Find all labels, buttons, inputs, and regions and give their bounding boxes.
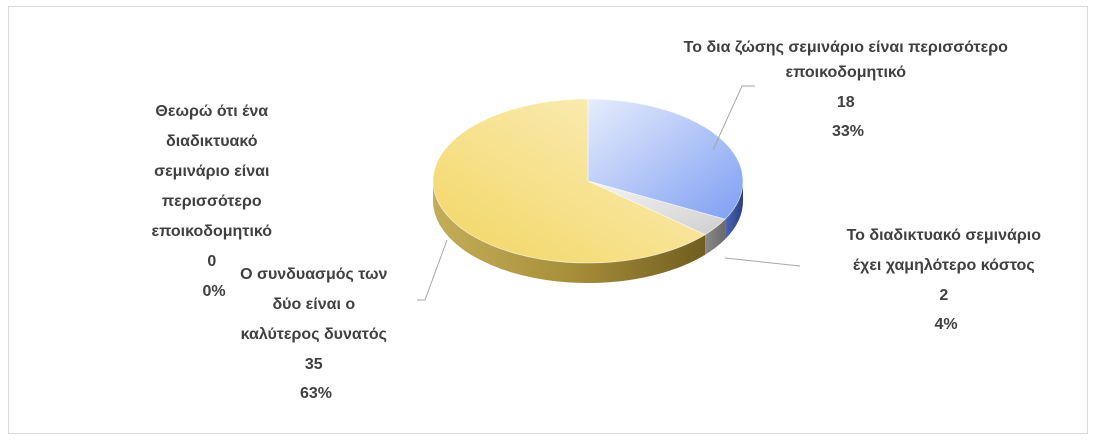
slice-1-value: 2 [939,287,948,304]
pie-slice-side-1 [705,219,726,255]
pie-slice-0 [587,98,744,220]
slice-3-value: 0 [207,253,216,270]
leader-line-slice-0 [712,85,755,151]
slice-2-label-line-1: Ο συνδυασμός των [240,266,387,283]
slice-0-label-line-2: εποικοδομητικό [785,64,906,81]
slice-2-label-line-2: δύο είναι ο [272,296,355,313]
slice-3-label: Θεωρώ ότι ένα διαδικτυακό σεμινάριο είνα… [151,103,276,300]
slice-2-label-line-3: καλύτερος δυνατός [241,326,387,343]
slice-1-label-line-2: έχει χαμηλότερο κόστος [853,257,1035,274]
pie-slice-2 [432,98,706,264]
slice-0-percent: 33% [832,123,864,140]
slice-2-label: Ο συνδυασμός των δύο είναι ο καλύτερος δ… [240,266,392,402]
slice-2-percent: 63% [300,385,332,402]
slice-2-value: 35 [305,356,323,373]
slice-3-label-line-2: διαδικτυακό [166,133,258,150]
pie-slice-side-2 [433,181,706,283]
slice-3-label-line-3: σεμινάριο είναι [154,163,269,180]
slice-0-label: Το δια ζώσης σεμινάριο είναι περισσότερο… [684,39,1013,140]
slice-3-percent: 0% [202,283,225,300]
slice-1-label: Το διαδικτυακό σεμινάριο έχει χαμηλότερο… [847,227,1046,333]
leader-line-slice-2 [417,239,448,301]
slice-0-label-line-1: Το δια ζώσης σεμινάριο είναι περισσότερο [684,39,1008,56]
slice-0-value: 18 [837,94,855,111]
leader-line-slice-1 [724,257,801,267]
slice-3-label-line-4: περισσότερο [162,193,262,210]
slice-1-label-line-1: Το διαδικτυακό σεμινάριο [847,227,1042,244]
slice-3-label-line-5: εποικοδομητικό [151,223,272,240]
pie-slice-side-0 [725,181,743,240]
slice-3-label-line-1: Θεωρώ ότι ένα [155,103,268,120]
pie-side-faces [433,181,743,283]
slice-1-percent: 4% [934,316,957,333]
pie-top-faces [432,98,744,264]
